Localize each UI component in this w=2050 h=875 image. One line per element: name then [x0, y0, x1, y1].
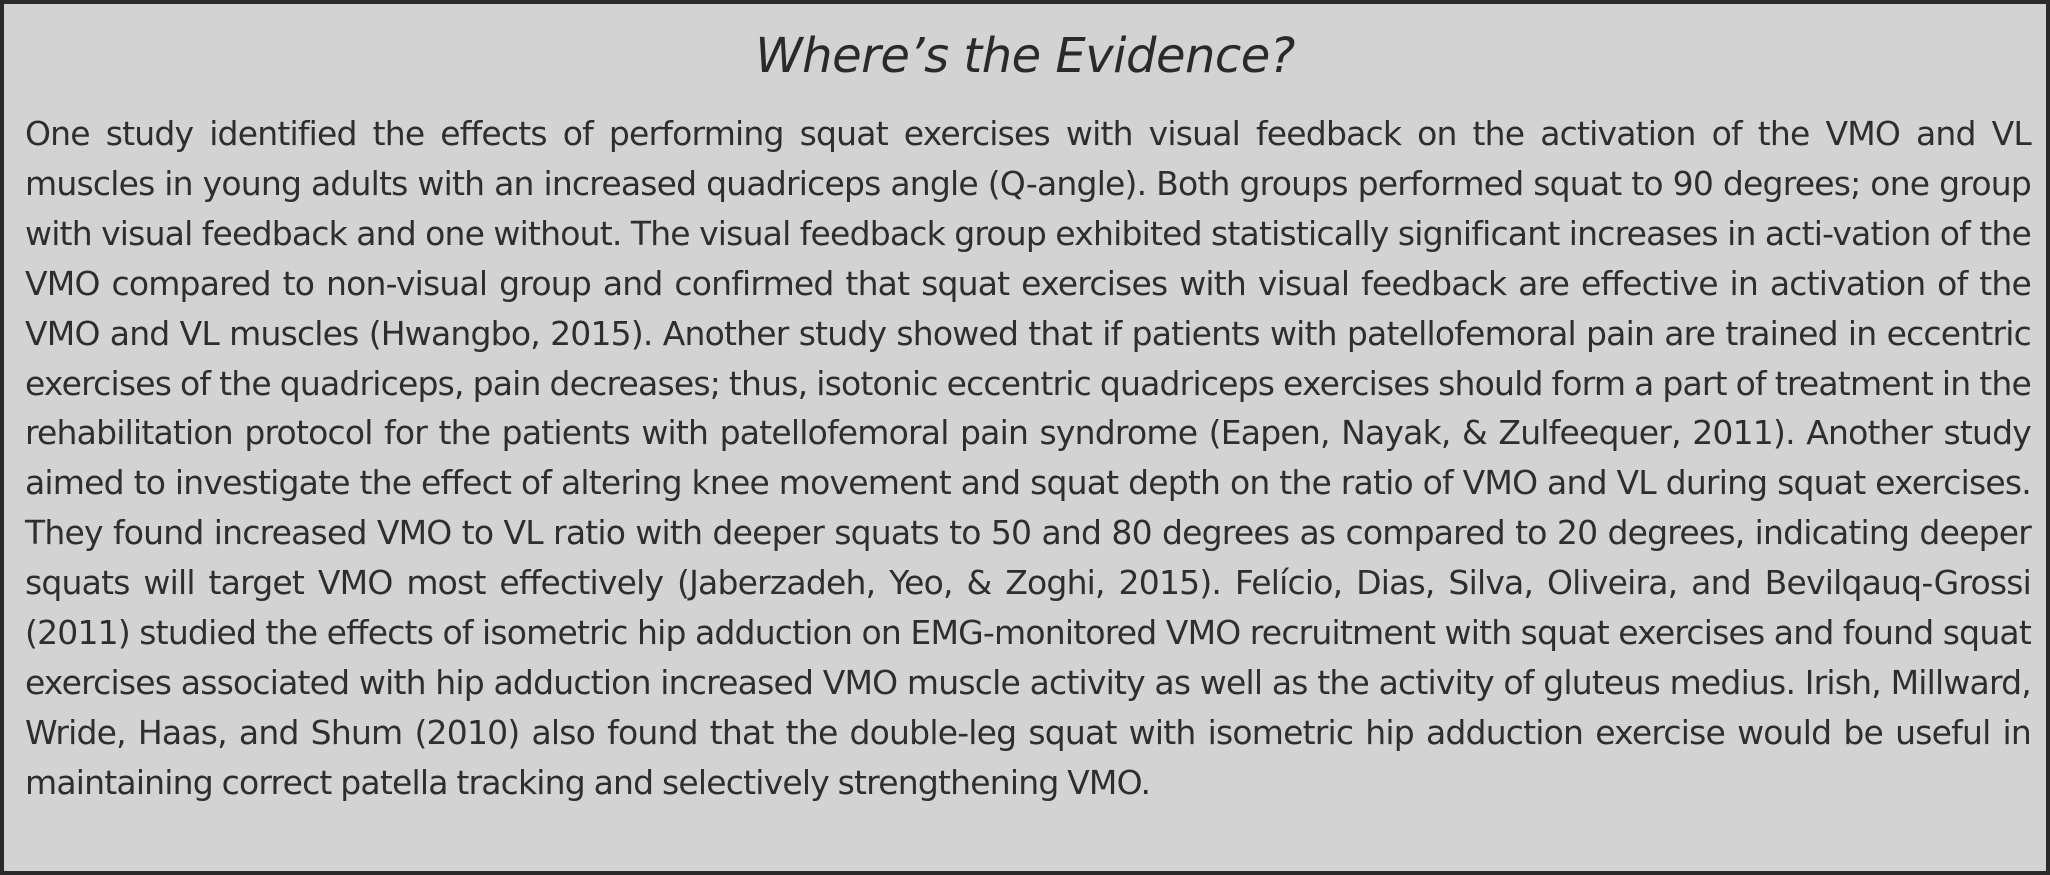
- box-body-text: One study identified the effects of perf…: [25, 114, 2032, 802]
- box-title: Where’s the Evidence?: [755, 28, 1295, 84]
